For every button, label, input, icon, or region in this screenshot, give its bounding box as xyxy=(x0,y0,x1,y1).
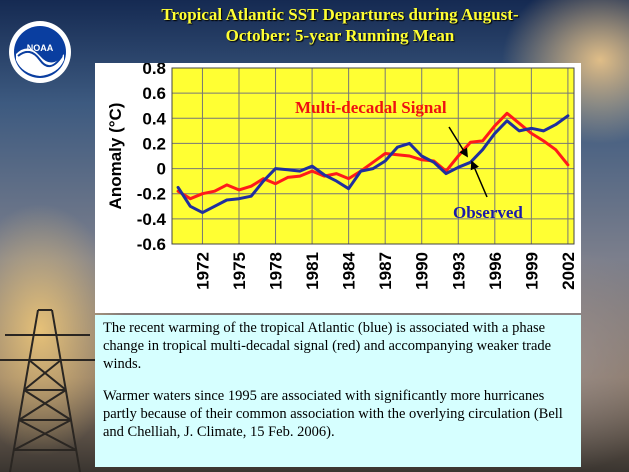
x-tick-labels: 1972 1975 1978 1981 1984 1987 1990 1993 1996 1999… xyxy=(193,251,577,289)
explanation-paragraph-1: The recent warming of the tropical Atlan… xyxy=(103,320,552,372)
x-tick-label: 1996 xyxy=(486,252,505,290)
y-tick-label: -0.2 xyxy=(137,185,166,204)
x-tick-label: 1999 xyxy=(522,252,541,290)
x-tick-label: 1981 xyxy=(303,252,322,290)
slide-title-line-1: Tropical Atlantic SST Departures during … xyxy=(161,5,519,24)
series-line-multidecadal xyxy=(176,111,570,201)
x-tick-label: 1972 xyxy=(193,252,212,290)
y-tick-label: -0.4 xyxy=(137,210,167,229)
sst-anomaly-chart: -0.6-0.4-0.200.20.40.60.8 1972 1975 1978 19… xyxy=(106,63,578,290)
noaa-logo-text: NOAA xyxy=(27,43,54,53)
series-line-observed xyxy=(176,114,570,215)
y-tick-label: -0.6 xyxy=(137,235,166,254)
y-tick-label: 0.4 xyxy=(142,109,166,128)
explanation-paragraph-2: Warmer waters since 1995 are associated … xyxy=(103,388,563,440)
annotation-multidecadal-signal: Multi-decadal Signal xyxy=(295,98,447,117)
annotation-arrow-observed xyxy=(470,160,488,198)
x-tick-label: 1984 xyxy=(340,251,359,289)
x-tick-label: 1990 xyxy=(413,252,432,290)
annotation-observed: Observed xyxy=(453,203,523,222)
y-tick-label: 0.2 xyxy=(142,134,166,153)
y-tick-label: 0 xyxy=(157,160,166,179)
chart-panel: -0.6 -0.4 -0.2 0 0.2 0.4 0.6 0.8 1972 1975 1978 19… xyxy=(95,63,581,313)
series-layer xyxy=(176,111,570,215)
x-tick-label: 1987 xyxy=(376,252,395,290)
annotation-arrow-multidecadal xyxy=(448,126,468,158)
y-tick-label: 0.6 xyxy=(142,84,166,103)
plot-frame xyxy=(171,67,575,245)
slide-title: Tropical Atlantic SST Departures during … xyxy=(100,4,580,46)
y-tick-labels: -0.6 -0.4 -0.2 0 0.2 0.4 0.6 0.8 xyxy=(137,63,167,254)
explanation-text-box: The recent warming of the tropical Atlan… xyxy=(95,315,581,467)
x-tick-label: 1993 xyxy=(449,252,468,290)
transmission-tower-graphic xyxy=(0,309,95,472)
noaa-logo: NOAA xyxy=(9,21,71,83)
x-tick-label: 1975 xyxy=(230,252,249,290)
y-axis-label: Anomaly (°C) xyxy=(106,103,125,210)
y-tick-label: 0.8 xyxy=(142,63,166,78)
x-tick-label: 1978 xyxy=(267,252,286,290)
slide-title-line-2: October: 5-year Running Mean xyxy=(225,26,455,45)
x-tick-label: 2002 xyxy=(559,252,578,290)
